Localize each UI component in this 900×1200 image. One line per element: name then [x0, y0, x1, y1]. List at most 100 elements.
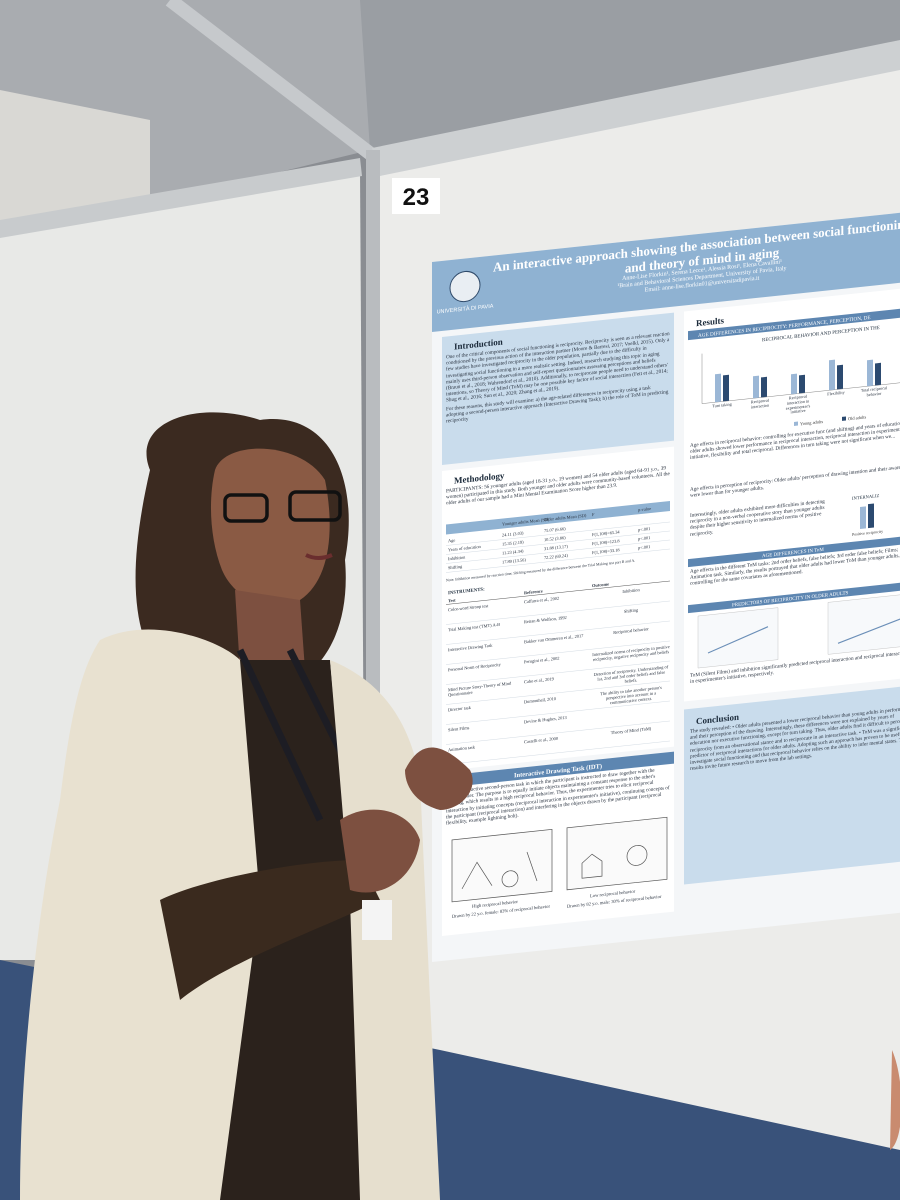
table-cell: 17.89 (13.56)	[502, 557, 526, 565]
drawing-low	[566, 816, 668, 891]
bar-image	[715, 373, 721, 403]
legend-entry: Young adults	[800, 419, 823, 426]
table-header: Younger adults Mean (SD)	[502, 517, 550, 527]
table-cell: F(1,108)=123.8	[592, 538, 620, 547]
table-cell: 11.23 (4.34)	[502, 548, 524, 555]
table-cell: F(1,108)=33.18	[592, 547, 620, 556]
scatter-image	[827, 593, 900, 655]
left-board-frame	[0, 158, 362, 238]
conclusion-body: The study revealed: • Older adults prese…	[690, 706, 900, 772]
table-cell: 24.11 (3.03)	[502, 530, 524, 537]
wall	[0, 90, 150, 230]
table-header: p-value	[638, 506, 651, 512]
poster: UNIVERSITÀ DI PAVIA An interactive appro…	[432, 211, 900, 962]
bar-image	[867, 359, 873, 387]
table-cell: Shifting	[448, 564, 463, 571]
frame-pole	[165, 0, 377, 161]
glasses	[288, 490, 342, 522]
inset-title: INTERNALIZ	[852, 493, 880, 501]
inset-bar	[860, 506, 866, 530]
bar-image	[723, 374, 729, 402]
chart-label-box: Reciprocal interaction in experimenter's…	[785, 393, 811, 415]
chart-label-box: Flexibility	[827, 390, 844, 397]
table-cell: 15.35 (2.19)	[502, 539, 524, 546]
table-rule	[446, 620, 670, 645]
section-heading: Results	[696, 315, 724, 328]
table-rule	[446, 660, 670, 685]
bar-image	[837, 364, 843, 390]
table-rule	[446, 530, 670, 555]
bar-image	[799, 374, 805, 394]
scatter-image	[697, 607, 779, 669]
bar-chart-image	[701, 353, 900, 404]
legend-swatch	[842, 416, 846, 421]
badge	[362, 900, 392, 940]
section-heading: Conclusion	[696, 712, 739, 726]
table-cell: Years of education	[448, 544, 482, 553]
right-board-frame	[372, 40, 900, 176]
table-cell: 10.52 (3.86)	[544, 535, 566, 542]
pred-banner-bar	[688, 581, 900, 614]
bar-image	[791, 373, 797, 395]
table-cell: 72.22 (69.24)	[544, 553, 568, 561]
table-rule	[446, 580, 670, 605]
idt-caption: High reciprocal behavior	[472, 899, 518, 909]
table-rule	[446, 640, 670, 665]
table-cell: Age	[448, 538, 455, 544]
mouth	[305, 553, 333, 560]
hand	[340, 809, 420, 893]
tom-banner: AGE DIFFERENCES IN ToM	[762, 548, 824, 560]
face	[210, 448, 330, 606]
instruments-label: INSTRUMENTS:	[448, 587, 485, 596]
bar-image	[875, 362, 881, 386]
table-rule	[446, 740, 670, 765]
table-cell: p<.001	[638, 535, 650, 541]
drawing-high	[451, 829, 553, 903]
chart-label-box: Total reciprocal behavior	[861, 386, 887, 397]
logo	[449, 270, 481, 303]
glasses	[223, 493, 269, 523]
table-header: Older adults Mean (SD)	[544, 513, 587, 522]
bar-image	[829, 359, 835, 391]
table-rule	[446, 600, 670, 625]
table-rule	[446, 700, 670, 725]
table-cell: 31.88 (13.17)	[544, 544, 568, 552]
sleeve	[160, 860, 380, 1000]
table-cell: p<.001	[638, 526, 650, 532]
sketch	[461, 851, 538, 889]
inset-label: Positive reciprocity	[852, 529, 883, 537]
cardigan-left	[20, 629, 260, 1200]
chart-label: Reciprocal interaction in experimenter's…	[785, 393, 811, 415]
table-rule	[446, 548, 670, 573]
bar-image	[753, 375, 759, 399]
person	[20, 412, 473, 1200]
board-number: 23	[403, 184, 430, 211]
title-band	[432, 211, 900, 332]
bar-image	[761, 376, 767, 398]
demographic-table: Younger adults Mean (SD)Older adults Mea…	[446, 500, 670, 573]
table-header: F	[592, 512, 595, 517]
table-cell: Inhibition	[448, 554, 466, 561]
legend-swatch	[794, 421, 798, 426]
table-header: Outcome	[592, 581, 609, 588]
table-cell: 75.07 (6.66)	[544, 526, 566, 533]
intro-box	[442, 312, 674, 465]
chart-label-box: Reciprocal interaction	[751, 398, 769, 410]
trend	[707, 626, 769, 654]
hand	[405, 747, 473, 810]
other-hand	[890, 1050, 900, 1150]
board-number-card	[392, 178, 440, 214]
table-header-bg	[446, 500, 670, 535]
table-header: Reference	[524, 588, 543, 595]
results-box	[684, 287, 900, 702]
inset-bar	[868, 503, 874, 529]
table-rule	[446, 539, 670, 564]
table-rule	[446, 521, 670, 546]
neck	[235, 590, 305, 670]
table-rule	[446, 720, 670, 745]
chart-label-box: Turn taking	[712, 402, 732, 409]
table-cell: F(1,108)=65.34	[592, 529, 620, 538]
